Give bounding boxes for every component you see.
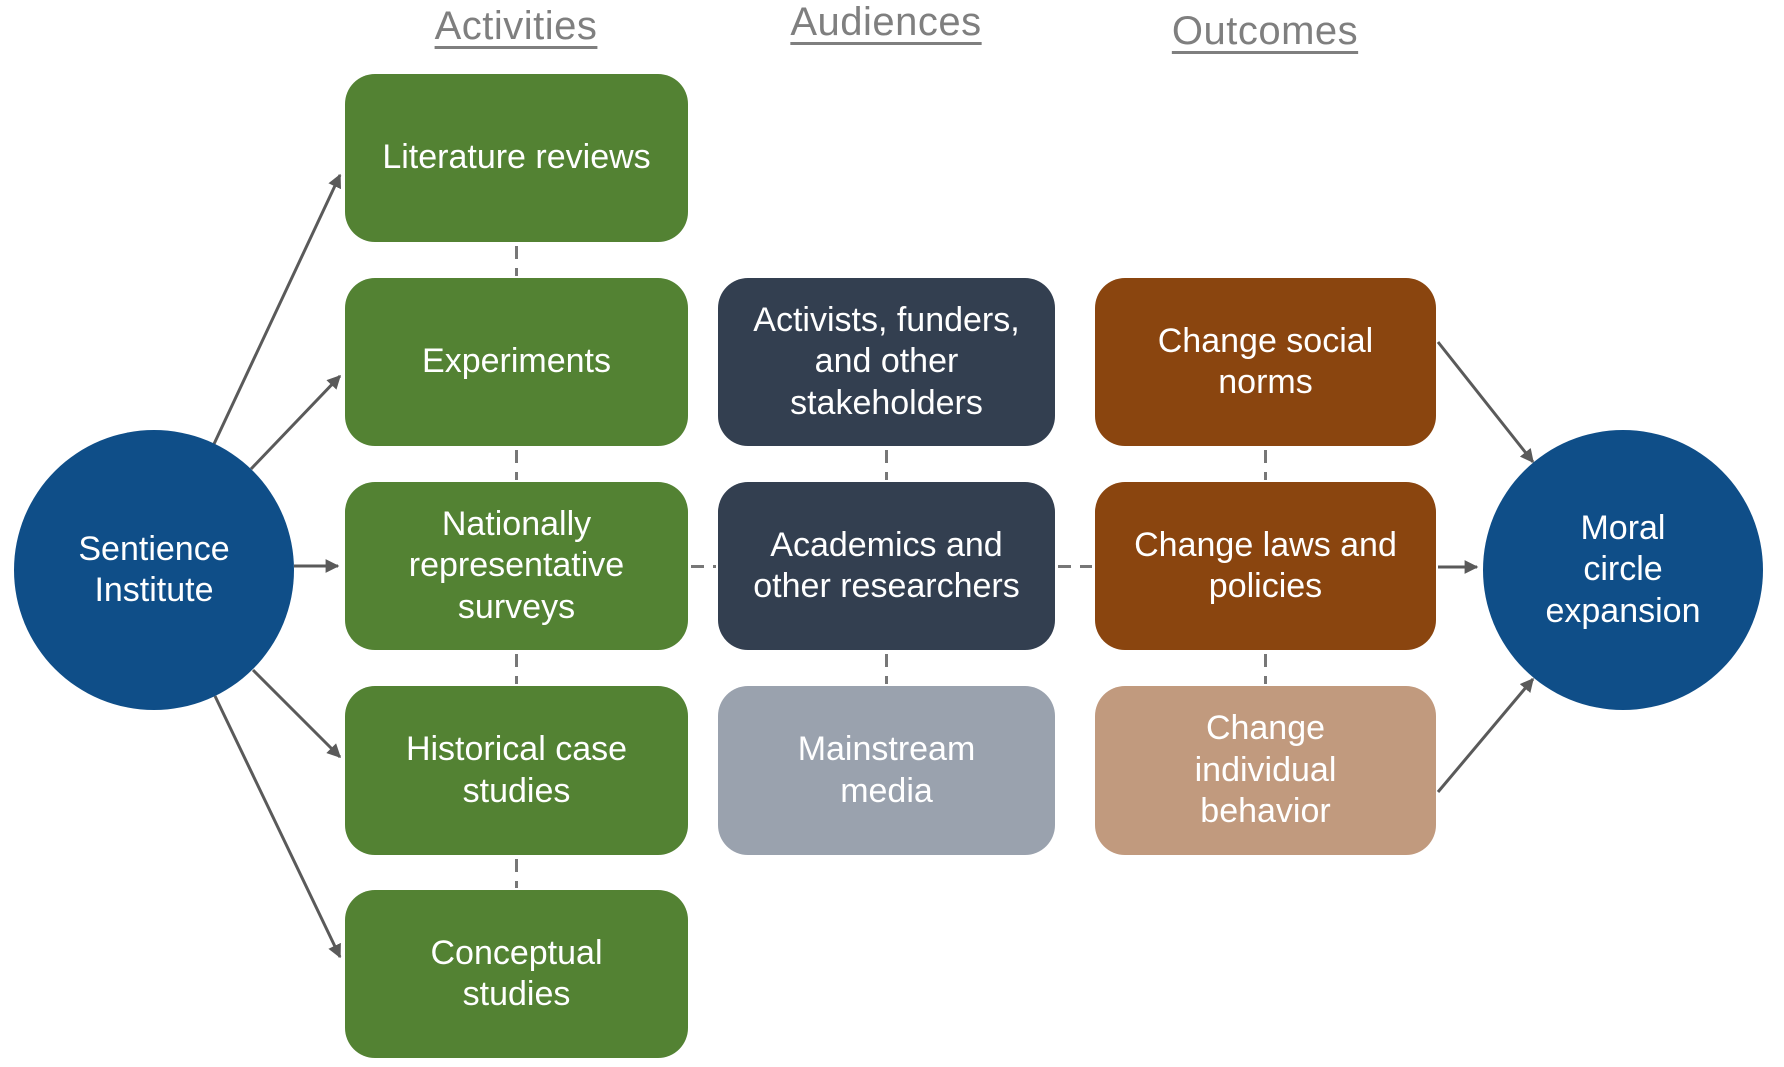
arrow-norms-to-moral	[1436, 341, 1535, 464]
node-nationally-representative-surveys: Nationally representative surveys	[345, 482, 688, 650]
arrow-sentience-to-historical	[251, 668, 342, 759]
arrow-sentience-to-conceptual	[213, 695, 342, 959]
node-mainstream-media: Mainstream media	[718, 686, 1055, 855]
arrow-sentience-to-experiments	[249, 374, 342, 471]
node-academics-researchers: Academics and other researchers	[718, 482, 1055, 650]
node-sentience-institute: Sentience Institute	[14, 430, 294, 710]
column-header-audiences: Audiences	[790, 0, 982, 44]
node-activists-funders-stakeholders: Activists, funders, and other stakeholde…	[718, 278, 1055, 446]
node-literature-reviews: Literature reviews	[345, 74, 688, 242]
column-header-activities: Activities	[434, 4, 598, 48]
column-header-outcomes: Outcomes	[1171, 9, 1359, 53]
node-moral-circle-expansion: Moral circle expansion	[1483, 430, 1763, 710]
node-change-individual-behavior: Change individual behavior	[1095, 686, 1436, 855]
node-conceptual-studies: Conceptual studies	[345, 890, 688, 1058]
node-historical-case-studies: Historical case studies	[345, 686, 688, 855]
arrow-sentience-to-literature	[212, 173, 342, 445]
node-change-social-norms: Change social norms	[1095, 278, 1436, 446]
arrow-individual-to-moral	[1436, 677, 1535, 793]
node-change-laws-policies: Change laws and policies	[1095, 482, 1436, 650]
node-experiments: Experiments	[345, 278, 688, 446]
